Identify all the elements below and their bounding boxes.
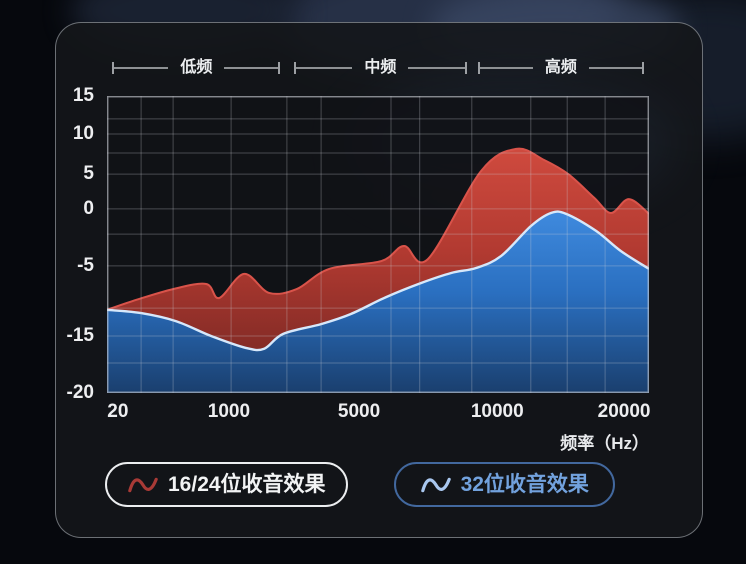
band-end-tick: [464, 62, 467, 74]
legend-label: 32位收音效果: [460, 473, 589, 496]
frequency-response-chart: [107, 96, 649, 393]
blue-wave-icon: [420, 477, 451, 492]
x-axis-title: 频率（Hz）: [560, 434, 649, 453]
y-axis-tick-label: 10: [72, 123, 94, 145]
x-axis-tick-label: 10000: [470, 401, 524, 422]
x-axis: 20 1000 5000 10000 20000: [107, 401, 651, 425]
band-label: 中频: [364, 59, 397, 76]
x-axis-tick-label: 20000: [597, 401, 651, 422]
band-end-tick: [641, 62, 644, 74]
band-line: [480, 67, 533, 69]
band-bracket: 低频: [112, 57, 281, 79]
plot-area: [107, 96, 649, 393]
legend-label: 16/24位收音效果: [168, 473, 326, 496]
band-line: [408, 67, 465, 69]
y-axis-tick-label: -20: [66, 382, 94, 403]
series-32bit-line: [107, 210, 649, 352]
band-end-tick: [478, 62, 481, 74]
band-bracket: 高频: [478, 57, 644, 79]
y-axis-tick-label: 15: [72, 85, 94, 106]
y-axis: 15 10 5 0 -5 -15 -20: [56, 85, 100, 403]
x-axis-tick-label: 5000: [337, 401, 381, 422]
band-label: 高频: [544, 59, 577, 76]
chart-card: 低频 中频 高频 15 10 5 0 -5 -15 -20 20 1000 5000 10000 200…: [55, 22, 703, 538]
band-end-tick: [278, 62, 281, 74]
legend-item-32bit[interactable]: 32位收音效果: [393, 462, 615, 507]
band-end-tick: [112, 62, 115, 74]
band-line: [588, 67, 642, 69]
band-line: [295, 67, 353, 69]
legend-item-16-24bit[interactable]: 16/24位收音效果: [105, 462, 348, 507]
y-axis-tick-label: 0: [83, 197, 94, 219]
chart-legend: 16/24位收音效果 32位收音效果: [105, 462, 615, 507]
y-axis-tick-label: 5: [83, 163, 94, 185]
red-wave-icon: [128, 477, 158, 492]
frequency-bands: 低频 中频 高频: [107, 57, 649, 79]
plot-border: [107, 96, 649, 393]
series-16-24bit-line: [107, 147, 649, 311]
band-line: [224, 67, 279, 69]
y-axis-tick-label: -15: [66, 324, 94, 346]
band-bracket: 中频: [293, 57, 467, 79]
x-axis-tick-label: 20: [107, 401, 129, 422]
x-axis-tick-label: 1000: [207, 401, 251, 422]
band-label: 低频: [180, 59, 213, 76]
band-end-tick: [293, 62, 296, 74]
y-axis-tick-label: -5: [77, 254, 94, 276]
band-line: [114, 67, 169, 69]
